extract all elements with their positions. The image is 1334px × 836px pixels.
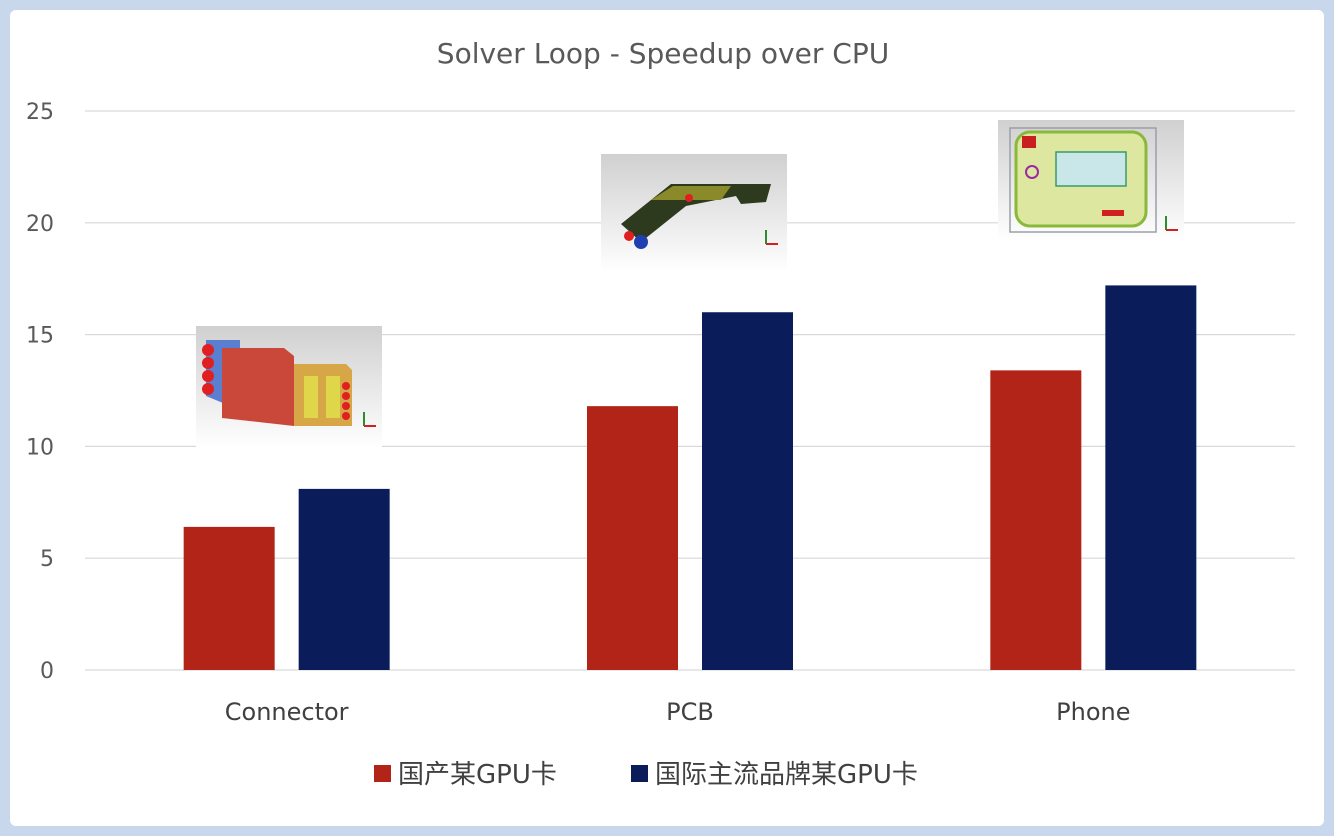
bar-connector-series-1 (183, 526, 275, 670)
legend-swatch (374, 765, 391, 782)
x-axis-labels: Connector PCB Phone (225, 698, 1131, 726)
y-tick-label: 25 (26, 100, 54, 125)
chart-title: Solver Loop - Speedup over CPU (437, 37, 889, 70)
legend-item: 国际主流品牌某GPU卡 (631, 760, 918, 790)
pcb-model-image (601, 154, 787, 272)
phone-model-image (998, 120, 1184, 242)
bar-connector-series-2 (298, 488, 390, 670)
x-tick-label: Phone (1056, 698, 1130, 726)
bar-phone-series-2 (1105, 285, 1197, 670)
chart-frame: Solver Loop - Speedup over CPU 0 5 10 15 20 2… (10, 10, 1324, 826)
bar-phone-series-1 (990, 370, 1082, 670)
legend: 国产某GPU卡 国际主流品牌某GPU卡 (374, 760, 918, 790)
model-images (196, 120, 1184, 448)
bar-pcb-series-2 (702, 312, 793, 670)
bar-chart: Solver Loop - Speedup over CPU 0 5 10 15 20 2… (26, 37, 1295, 790)
y-tick-label: 0 (40, 659, 54, 684)
y-tick-label: 20 (26, 212, 54, 237)
y-tick-label: 5 (40, 547, 54, 572)
legend-swatch (631, 765, 648, 782)
legend-label: 国际主流品牌某GPU卡 (655, 760, 918, 790)
y-axis-ticks: 0 5 10 15 20 25 (26, 100, 54, 684)
legend-label: 国产某GPU卡 (398, 760, 557, 790)
x-tick-label: PCB (666, 698, 714, 726)
y-tick-label: 15 (26, 324, 54, 349)
bars (183, 285, 1197, 670)
bar-pcb-series-1 (587, 406, 678, 670)
x-tick-label: Connector (225, 698, 349, 726)
y-tick-label: 10 (26, 435, 54, 460)
connector-model-image (196, 326, 382, 448)
legend-item: 国产某GPU卡 (374, 760, 557, 790)
